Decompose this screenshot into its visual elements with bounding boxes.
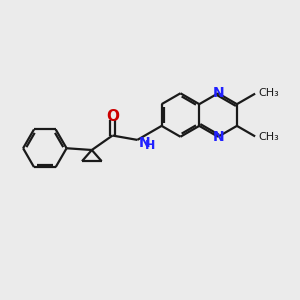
Text: N: N xyxy=(139,136,151,150)
Text: CH₃: CH₃ xyxy=(258,132,279,142)
Text: N: N xyxy=(213,130,224,144)
Text: O: O xyxy=(106,109,119,124)
Text: H: H xyxy=(145,139,155,152)
Text: N: N xyxy=(213,86,224,100)
Text: CH₃: CH₃ xyxy=(258,88,279,98)
